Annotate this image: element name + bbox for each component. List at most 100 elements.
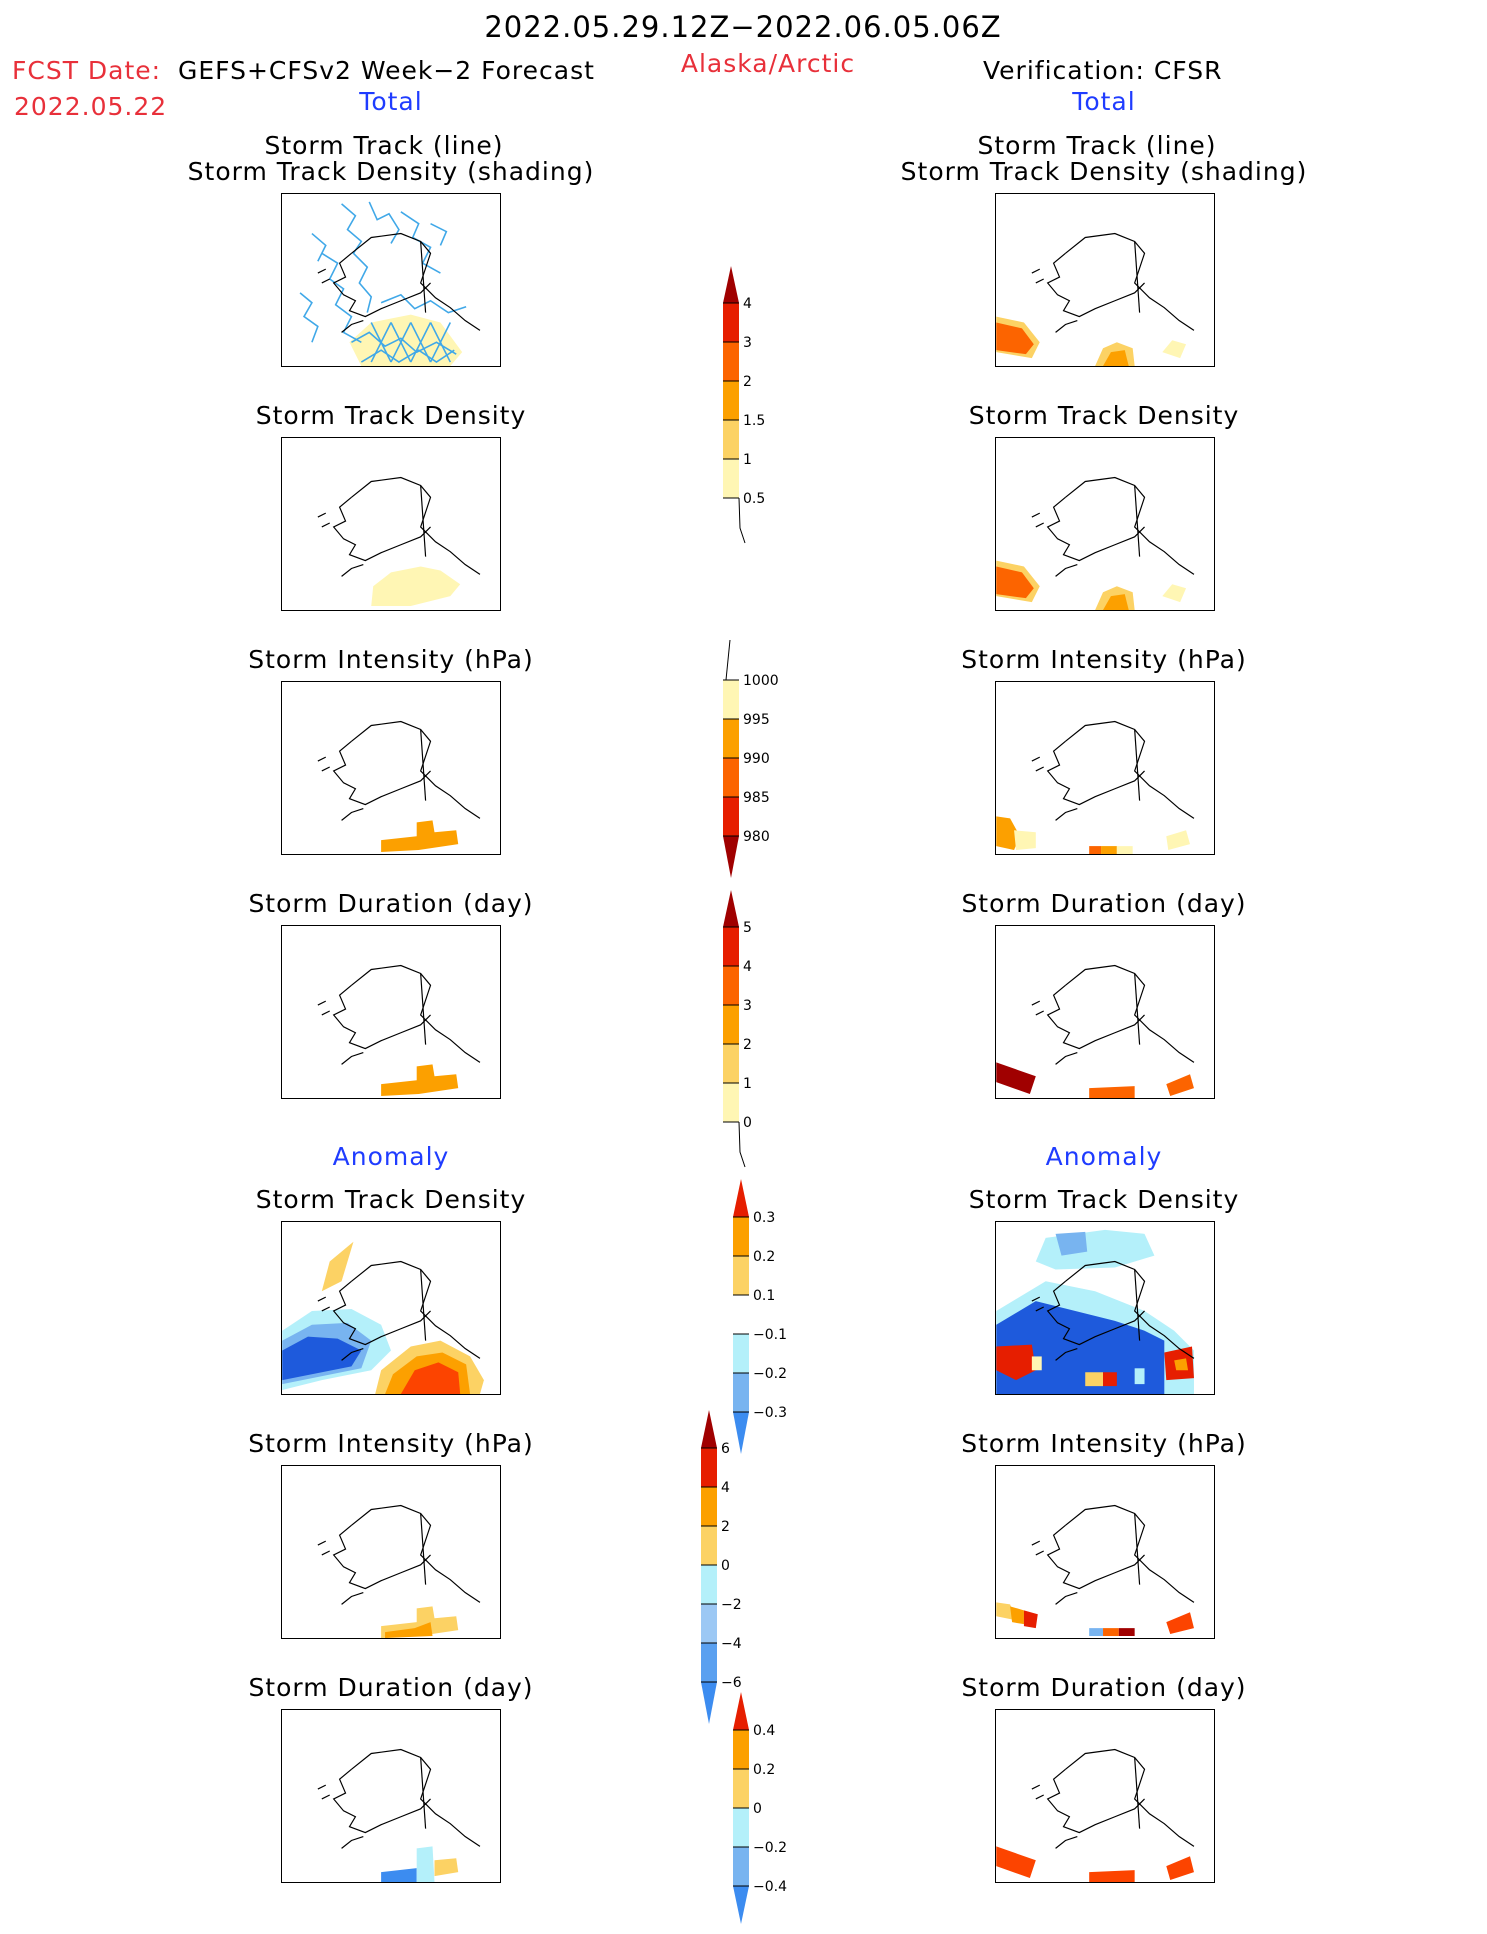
tick-label: 0 (743, 1115, 752, 1131)
tick-label: 0 (753, 1801, 762, 1817)
right-intensity-anom-title: Storm Intensity (hPa) (961, 1429, 1247, 1458)
map-panel-left-density (281, 437, 501, 611)
colorbar-density-anomaly: 0.3 0.2 0.1 −0.1 −0.2 −0.3 (730, 1177, 800, 1461)
tick-label: 995 (743, 712, 770, 728)
density-shading (996, 560, 1187, 610)
right-duration-anom-title: Storm Duration (day) (961, 1673, 1247, 1702)
intensity-anomaly-shading (381, 1606, 459, 1638)
fcst-date: 2022.05.22 (14, 92, 168, 121)
left-density-title: Storm Track Density (255, 401, 527, 430)
map-panel-right-intensity-anomaly (995, 1465, 1215, 1639)
density-shading (371, 566, 461, 607)
tick-label: 990 (743, 751, 770, 767)
coastline-icon (1031, 720, 1195, 821)
map-panel-right-track (995, 193, 1215, 367)
map-panel-left-intensity (281, 681, 501, 855)
duration-anomaly-shading (996, 1846, 1194, 1882)
duration-anomaly-shading (381, 1846, 459, 1882)
region-title: Alaska/Arctic (680, 49, 856, 78)
verification-label: Verification: CFSR (983, 56, 1223, 85)
coastline-icon (317, 964, 481, 1065)
tick-label: −0.2 (753, 1366, 787, 1382)
tick-label: −0.3 (753, 1405, 787, 1421)
colorbar-intensity-total: 1000 995 990 985 980 (720, 639, 790, 884)
tick-label: 0.4 (753, 1723, 775, 1739)
tick-label: 0.5 (743, 491, 765, 507)
colorbar-duration-anomaly: 0.4 0.2 0 −0.2 −0.4 (730, 1690, 800, 1934)
coastline-icon (1031, 964, 1195, 1065)
tick-label: 980 (743, 829, 770, 845)
tick-label: 0 (721, 1558, 730, 1574)
anomaly-label-left: Anomaly (332, 1142, 450, 1171)
tick-label: 1000 (743, 673, 779, 689)
coastline-icon (1031, 476, 1195, 577)
colorbar-density-total: 4 3 2 1.5 1 0.5 (720, 263, 780, 547)
tick-label: 3 (743, 998, 752, 1014)
left-track-title-1: Storm Track (line) (264, 131, 504, 160)
map-panel-left-duration-anomaly (281, 1709, 501, 1883)
map-panel-left-density-anomaly (281, 1221, 501, 1395)
tick-label: 0.3 (753, 1210, 775, 1226)
right-track-title-1: Storm Track (line) (977, 131, 1217, 160)
right-duration-title: Storm Duration (day) (961, 889, 1247, 918)
tick-label: 985 (743, 790, 770, 806)
left-density-anom-title: Storm Track Density (255, 1185, 527, 1214)
coastline-icon (1031, 1504, 1195, 1605)
duration-shading (996, 1062, 1194, 1098)
tick-label: 1 (743, 1076, 752, 1092)
map-panel-left-intensity-anomaly (281, 1465, 501, 1639)
forecast-name: GEFS+CFSv2 Week−2 Forecast (178, 56, 595, 85)
tick-label: 5 (743, 920, 752, 936)
total-label-left: Total (359, 87, 423, 116)
map-panel-right-duration-anomaly (995, 1709, 1215, 1883)
intensity-shading (381, 820, 459, 853)
total-label-right: Total (1072, 87, 1136, 116)
tick-label: −0.4 (753, 1879, 787, 1895)
coastline-icon (317, 1260, 481, 1361)
tick-label: −4 (721, 1636, 742, 1652)
density-anomaly-shading (996, 1229, 1194, 1394)
right-intensity-title: Storm Intensity (hPa) (961, 645, 1247, 674)
right-track-title-2: Storm Track Density (shading) (900, 157, 1308, 186)
track-density-shading (996, 316, 1187, 366)
tick-label: 1 (743, 452, 752, 468)
left-intensity-anom-title: Storm Intensity (hPa) (248, 1429, 534, 1458)
coastline-icon (1031, 1748, 1195, 1849)
coastline-icon (317, 720, 481, 821)
map-panel-left-duration (281, 925, 501, 1099)
map-panel-right-density-anomaly (995, 1221, 1215, 1395)
left-track-title-2: Storm Track Density (shading) (187, 157, 595, 186)
tick-label: 4 (743, 959, 752, 975)
coastline-icon (317, 232, 481, 333)
colorbar-duration-total: 5 4 3 2 1 0 (720, 887, 780, 1171)
tick-label: 3 (743, 335, 752, 351)
map-panel-left-track (281, 193, 501, 367)
right-density-title: Storm Track Density (968, 401, 1240, 430)
left-intensity-title: Storm Intensity (hPa) (248, 645, 534, 674)
tick-label: −6 (721, 1675, 742, 1691)
anomaly-label-right: Anomaly (1045, 1142, 1163, 1171)
left-duration-anom-title: Storm Duration (day) (248, 1673, 534, 1702)
intensity-shading (996, 816, 1191, 854)
tick-label: 6 (721, 1441, 730, 1457)
tick-label: −0.1 (753, 1327, 787, 1343)
tick-label: 4 (721, 1480, 730, 1496)
intensity-anomaly-shading (996, 1602, 1194, 1637)
tick-label: 2 (743, 1037, 752, 1053)
tick-label: 4 (743, 296, 752, 312)
map-panel-right-density (995, 437, 1215, 611)
tick-label: 0.1 (753, 1288, 775, 1304)
tick-label: 0.2 (753, 1249, 775, 1265)
map-panel-right-intensity (995, 681, 1215, 855)
duration-shading (381, 1064, 459, 1097)
map-panel-right-duration (995, 925, 1215, 1099)
tick-label: 0.2 (753, 1762, 775, 1778)
tick-label: −0.2 (753, 1840, 787, 1856)
density-anomaly-shading (282, 1241, 484, 1394)
coastline-icon (1031, 232, 1195, 333)
right-density-anom-title: Storm Track Density (968, 1185, 1240, 1214)
tick-label: 2 (743, 374, 752, 390)
tick-label: 1.5 (743, 413, 765, 429)
coastline-icon (1031, 1260, 1195, 1361)
tick-label: 2 (721, 1519, 730, 1535)
